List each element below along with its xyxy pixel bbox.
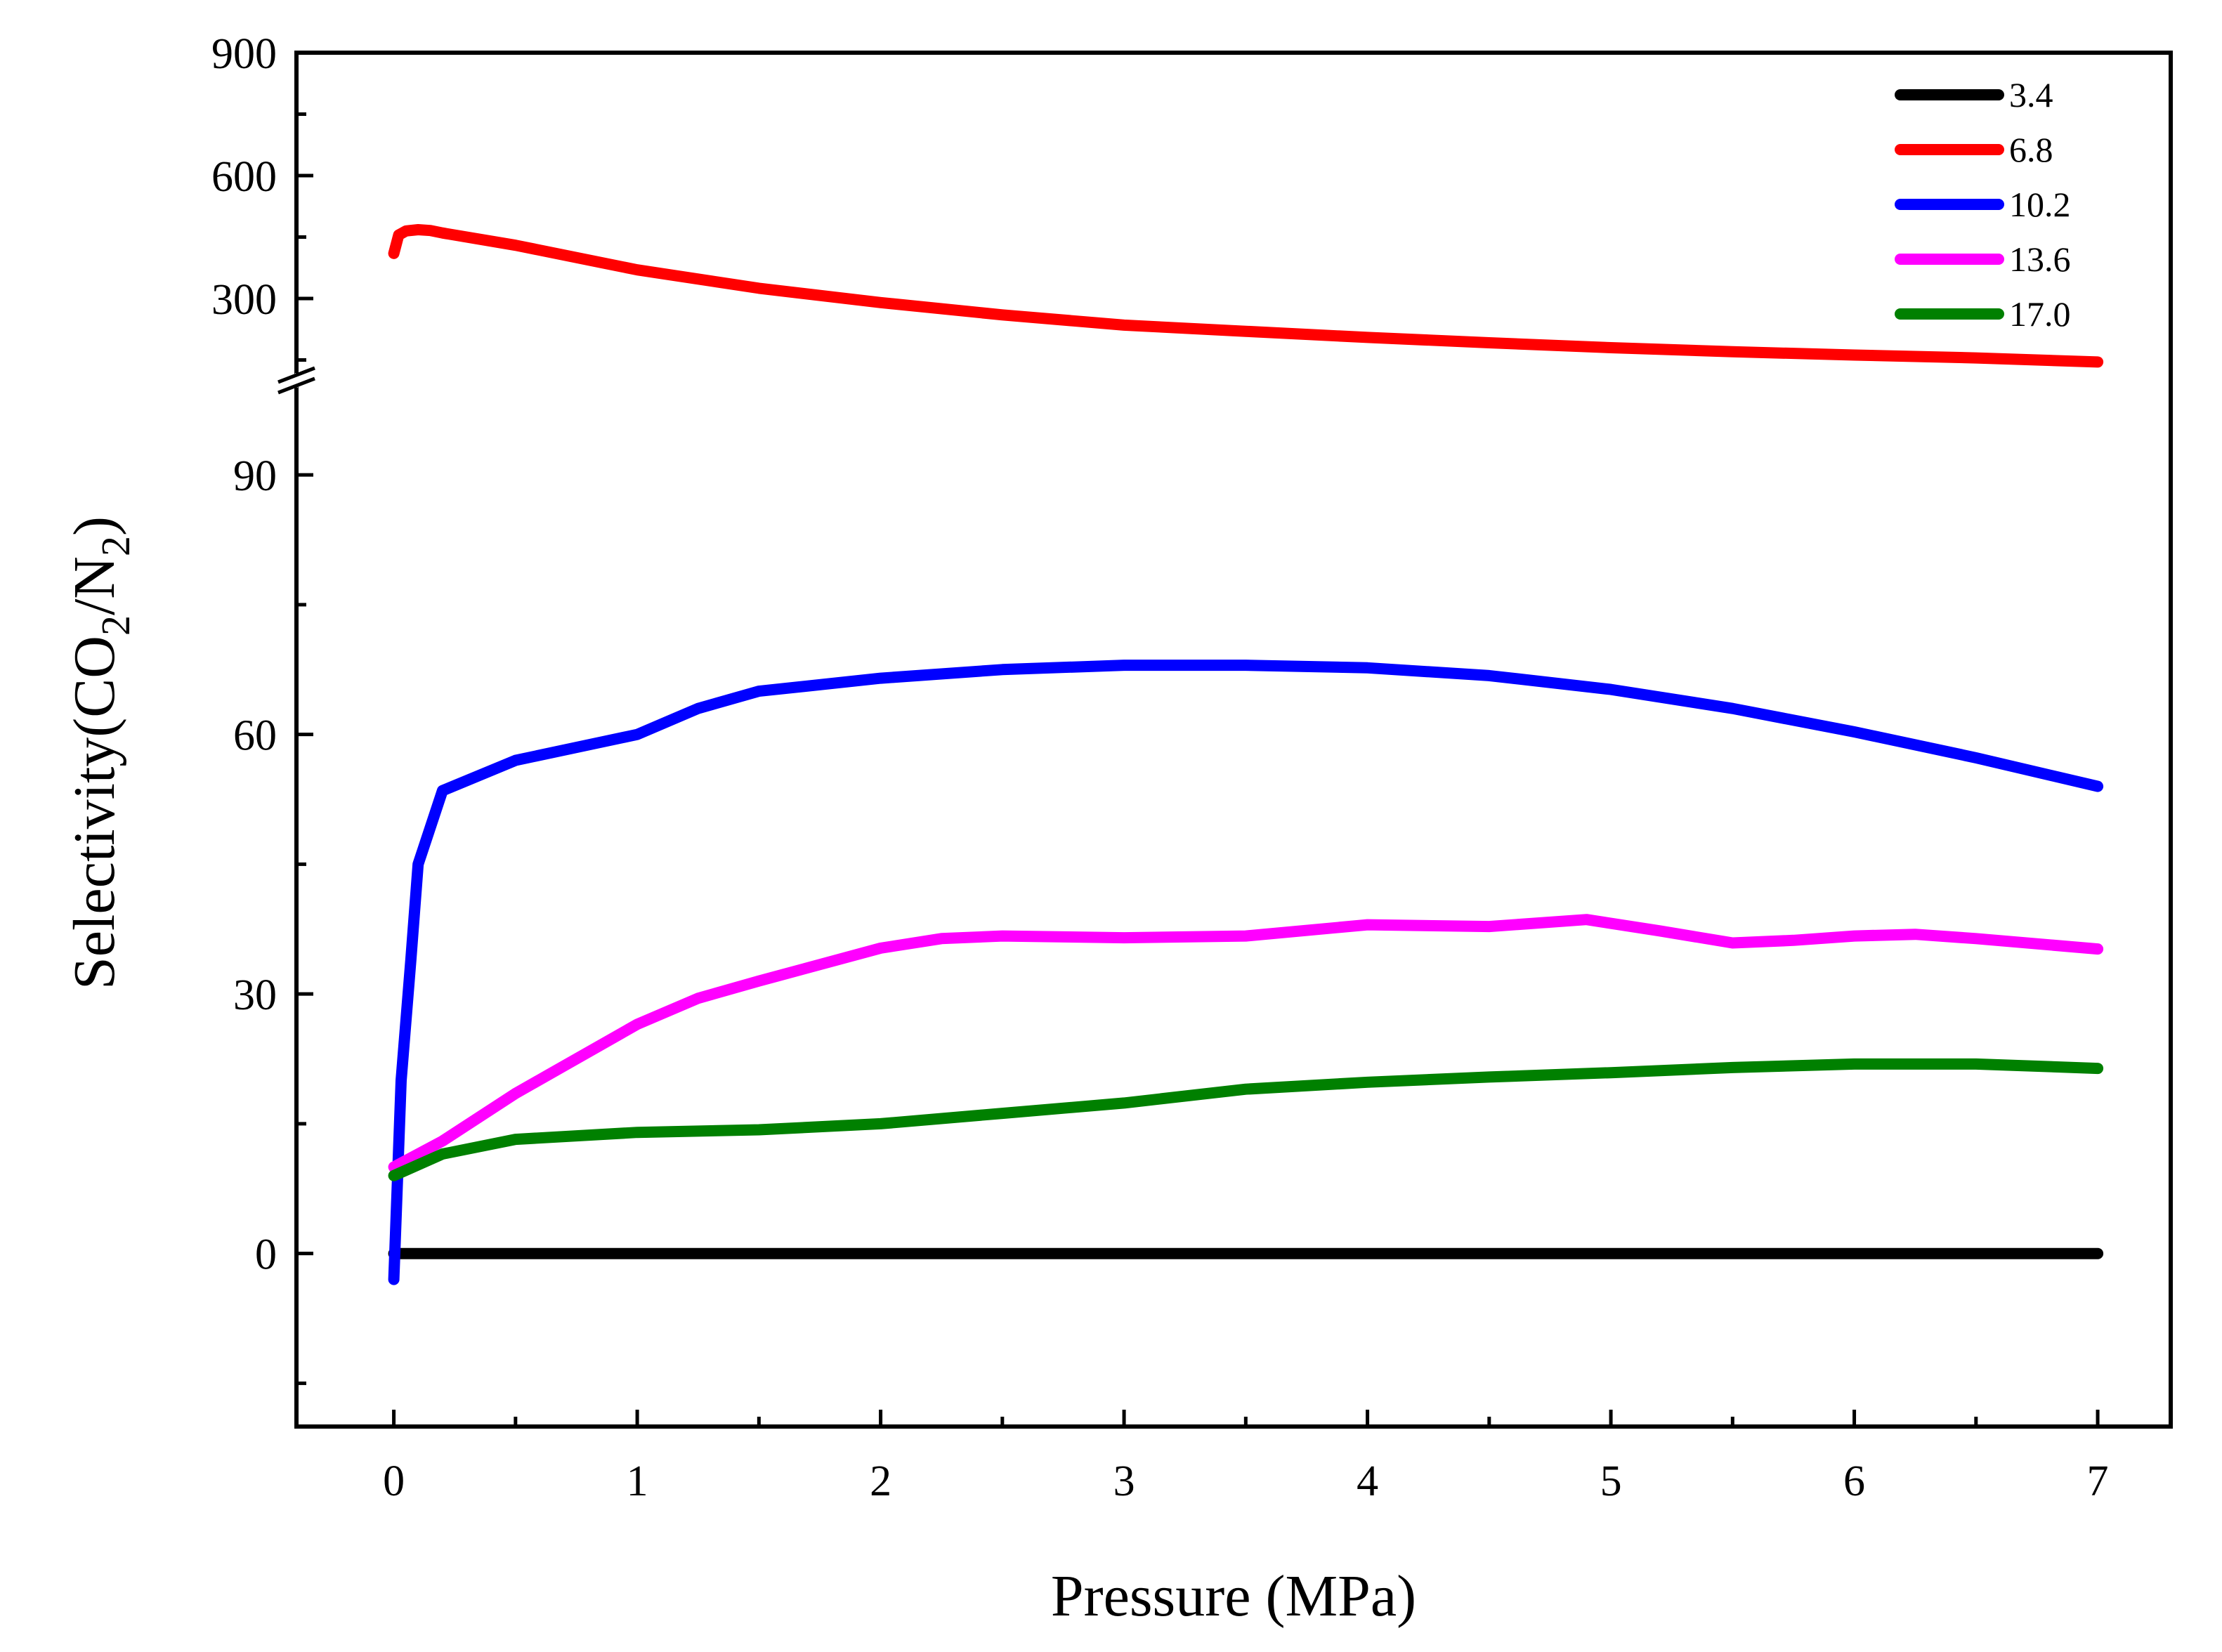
series-line-13-6 [388, 914, 2104, 1173]
series-line-10-2 [388, 660, 2104, 1285]
x-tick-label: 3 [1113, 1457, 1135, 1505]
series-line-17-0 [388, 1058, 2104, 1181]
legend-label: 10.2 [2009, 185, 2071, 224]
legend: 3.4 6.8 10.2 13.6 17.0 [1895, 75, 2071, 334]
x-tick-label: 0 [383, 1457, 405, 1505]
x-tick-label: 4 [1357, 1457, 1378, 1505]
y-axis-title-sub2: 2 [93, 536, 138, 556]
x-axis-title: Pressure (MPa) [1051, 1563, 1416, 1629]
y-tick-label: 600 [211, 153, 277, 201]
axis-break-slash [277, 376, 315, 395]
y-axis-title-end: ) [62, 516, 127, 536]
y-tick-label: 0 [255, 1231, 277, 1279]
plot-area [388, 224, 2104, 1285]
legend-label: 6.8 [2009, 130, 2053, 169]
series-line-6-8 [388, 224, 2104, 368]
x-axis-ticks: 0 1 2 3 4 5 6 7 [383, 1410, 2109, 1505]
y-axis-title-mid: /N [62, 556, 127, 615]
x-tick-label: 2 [870, 1457, 891, 1505]
legend-label: 17.0 [2009, 294, 2071, 334]
y-axis-title-sub1: 2 [93, 615, 138, 636]
plot-frame [294, 51, 2173, 1429]
legend-label: 3.4 [2009, 75, 2053, 114]
x-tick-label: 1 [627, 1457, 648, 1505]
y-tick-label: 90 [233, 452, 277, 500]
axis-break-slash [277, 366, 315, 384]
y-tick-label: 300 [211, 276, 277, 324]
y-tick-label: 30 [233, 971, 277, 1019]
x-tick-label: 5 [1600, 1457, 1622, 1505]
legend-label: 13.6 [2009, 240, 2071, 279]
y-axis-ticks: 0 30 60 90 300 600 900 [211, 30, 313, 1385]
x-tick-label: 6 [1843, 1457, 1865, 1505]
y-axis-break [277, 366, 315, 395]
x-tick-label: 7 [2087, 1457, 2109, 1505]
y-axis-title: Selectivity(CO2/N2) [62, 516, 138, 990]
y-tick-label: 900 [211, 30, 277, 78]
y-tick-label: 60 [233, 712, 277, 760]
y-axis-title-base: Selectivity(CO [62, 636, 127, 990]
